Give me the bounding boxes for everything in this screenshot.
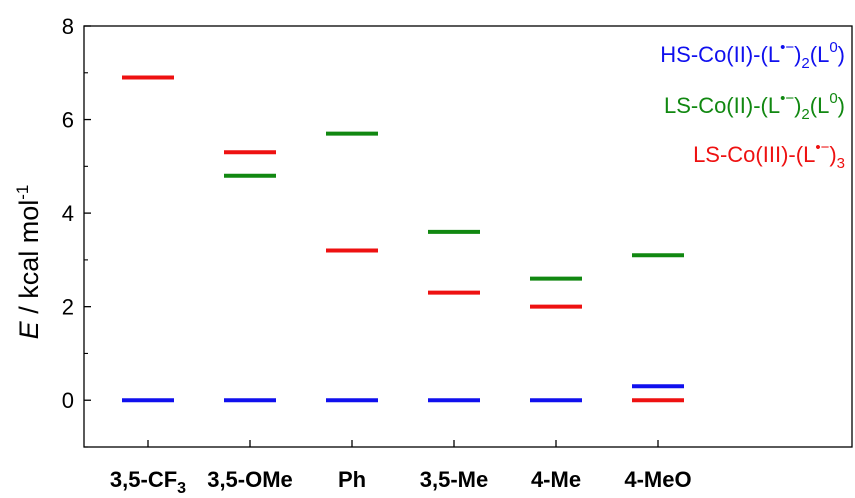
x-tick-label: 4-Me <box>531 467 581 492</box>
x-tick-label: 3,5-OMe <box>207 467 293 492</box>
y-tick-label: 2 <box>62 295 74 320</box>
y-axis-label-sup: -1 <box>13 185 32 200</box>
y-tick-label: 6 <box>62 108 74 133</box>
plot-frame <box>83 25 853 448</box>
y-tick-label: 4 <box>62 201 74 226</box>
x-axis: 3,5-CF3 3,5-OMe Ph 3,5-Me 4-Me 4-MeO <box>110 440 692 497</box>
legend-entry: LS-Co(II)-(L•−)2(L0) <box>664 90 845 123</box>
y-axis-label-var: E <box>14 320 44 339</box>
x-tick-label: 3,5-Me <box>420 467 488 492</box>
x-tick-label: 4-MeO <box>624 467 691 492</box>
legend-entry: HS-Co(II)-(L•−)2(L0) <box>660 39 845 72</box>
y-tick-label: 8 <box>62 14 74 39</box>
legend-entry: LS-Co(III)-(L•−)3 <box>693 139 845 172</box>
x-tick-label: Ph <box>338 467 366 492</box>
energy-levels <box>122 75 684 403</box>
y-axis-label-unit: / kcal mol <box>14 200 44 322</box>
y-axis-label: E / kcal mol-1 <box>13 185 44 340</box>
y-axis: 0 2 4 6 8 <box>62 14 91 448</box>
y-tick-label: 0 <box>62 388 74 413</box>
x-tick-label: 3,5-CF3 <box>110 467 186 497</box>
plot-area <box>83 25 853 448</box>
legend: HS-Co(II)-(L•−)2(L0) LS-Co(II)-(L•−)2(L0)… <box>660 39 845 172</box>
